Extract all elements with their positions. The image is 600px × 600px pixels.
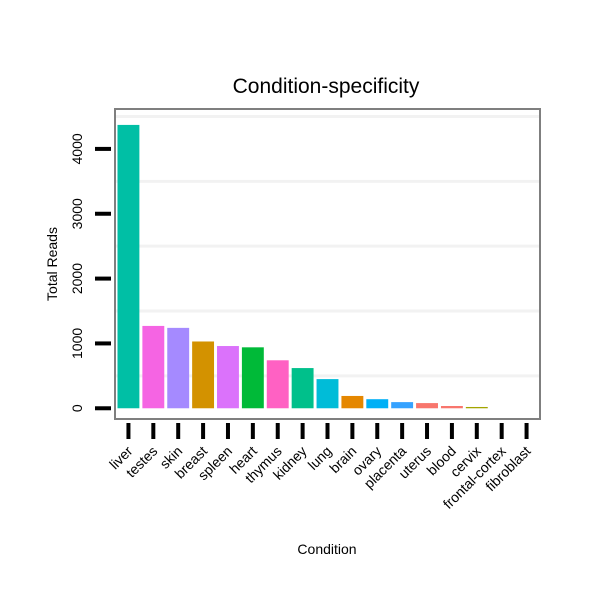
bar-lung — [316, 379, 339, 409]
y-axis: 0 1000 2000 3000 4000 — [69, 133, 111, 412]
bar-heart — [241, 347, 264, 409]
bar-placenta — [391, 402, 414, 409]
bar-kidney — [291, 368, 314, 409]
bar-blood — [440, 406, 463, 409]
bar-breast — [192, 341, 215, 409]
bar-liver — [117, 124, 140, 409]
y-axis-title: Total Reads — [44, 227, 60, 301]
y-tick-label: 3000 — [69, 198, 85, 229]
y-tick-label: 0 — [69, 404, 85, 412]
bar-cervix — [465, 406, 488, 409]
bars — [117, 124, 488, 409]
bar-testes — [142, 325, 165, 409]
bar-ovary — [366, 399, 389, 409]
y-tick-label: 4000 — [69, 133, 85, 164]
y-tick-label: 2000 — [69, 263, 85, 294]
chart-title: Condition-specificity — [233, 75, 420, 98]
x-axis: livertestesskinbreastspleenheartthymuski… — [106, 423, 534, 512]
bar-spleen — [217, 346, 239, 409]
y-tick-label: 1000 — [69, 328, 85, 359]
x-axis-title: Condition — [297, 541, 356, 557]
bar-thymus — [266, 360, 289, 409]
bar-brain — [341, 395, 364, 409]
bar-uterus — [416, 403, 438, 409]
bar-skin — [167, 327, 190, 409]
